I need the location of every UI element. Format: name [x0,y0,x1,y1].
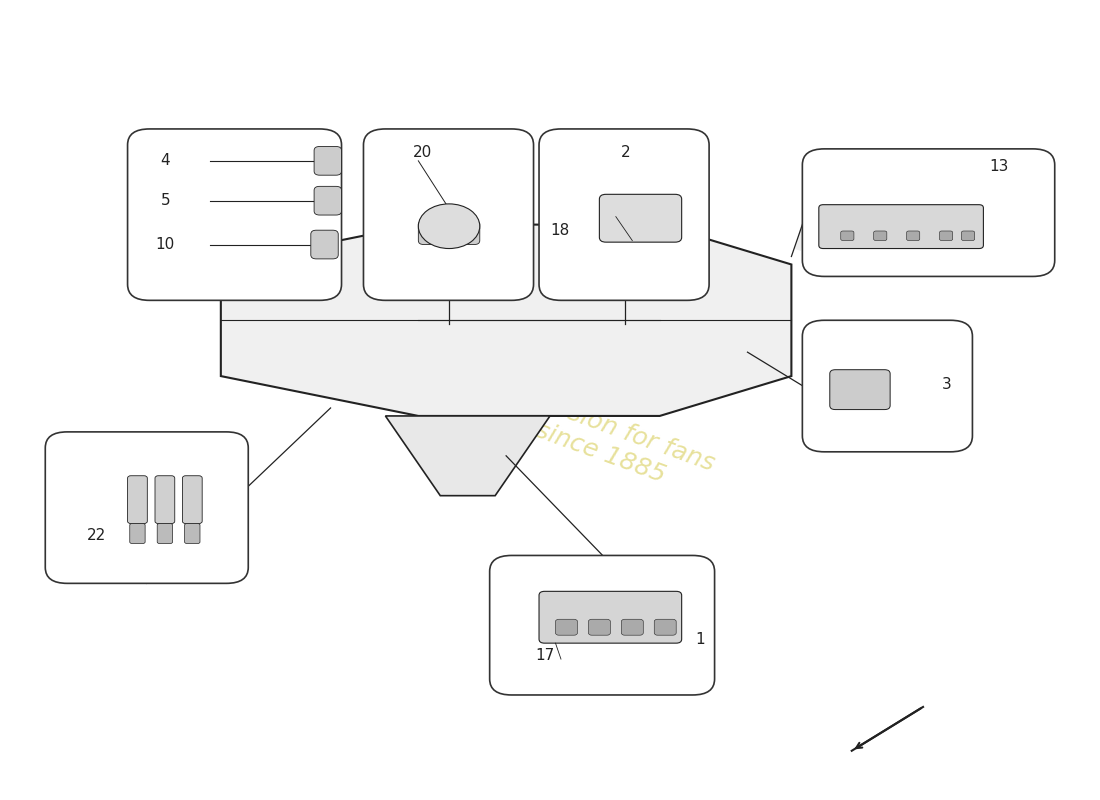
FancyBboxPatch shape [130,523,145,543]
FancyBboxPatch shape [906,231,920,241]
FancyBboxPatch shape [128,476,147,523]
FancyBboxPatch shape [840,231,854,241]
FancyBboxPatch shape [418,221,480,245]
FancyBboxPatch shape [600,194,682,242]
FancyBboxPatch shape [621,619,643,635]
FancyBboxPatch shape [183,476,202,523]
Text: 18: 18 [550,222,570,238]
Polygon shape [385,416,550,496]
FancyBboxPatch shape [128,129,341,300]
FancyBboxPatch shape [539,129,710,300]
FancyBboxPatch shape [873,231,887,241]
Text: a passion for fans
since 1885: a passion for fans since 1885 [492,378,718,502]
FancyBboxPatch shape [315,186,341,215]
FancyBboxPatch shape [802,320,972,452]
FancyBboxPatch shape [363,129,534,300]
FancyBboxPatch shape [155,476,175,523]
Text: 20: 20 [412,146,432,160]
Circle shape [418,204,480,249]
FancyBboxPatch shape [829,370,890,410]
FancyBboxPatch shape [588,619,610,635]
FancyBboxPatch shape [490,555,715,695]
Text: 5: 5 [161,193,170,208]
Text: 3: 3 [942,377,952,391]
FancyBboxPatch shape [556,619,578,635]
Text: 1: 1 [695,632,704,646]
FancyBboxPatch shape [939,231,953,241]
FancyBboxPatch shape [654,619,676,635]
Text: epc
parts: epc parts [791,170,923,279]
FancyBboxPatch shape [157,523,173,543]
FancyBboxPatch shape [539,591,682,643]
FancyBboxPatch shape [315,146,341,175]
Text: 22: 22 [87,528,107,543]
FancyBboxPatch shape [311,230,338,259]
Text: 4: 4 [161,154,170,168]
FancyBboxPatch shape [802,149,1055,277]
Text: 2: 2 [621,146,631,160]
Text: 10: 10 [155,237,174,252]
Text: 17: 17 [536,648,556,662]
Polygon shape [221,225,791,416]
FancyBboxPatch shape [961,231,975,241]
FancyBboxPatch shape [818,205,983,249]
FancyBboxPatch shape [45,432,249,583]
FancyBboxPatch shape [185,523,200,543]
Text: 13: 13 [989,159,1009,174]
